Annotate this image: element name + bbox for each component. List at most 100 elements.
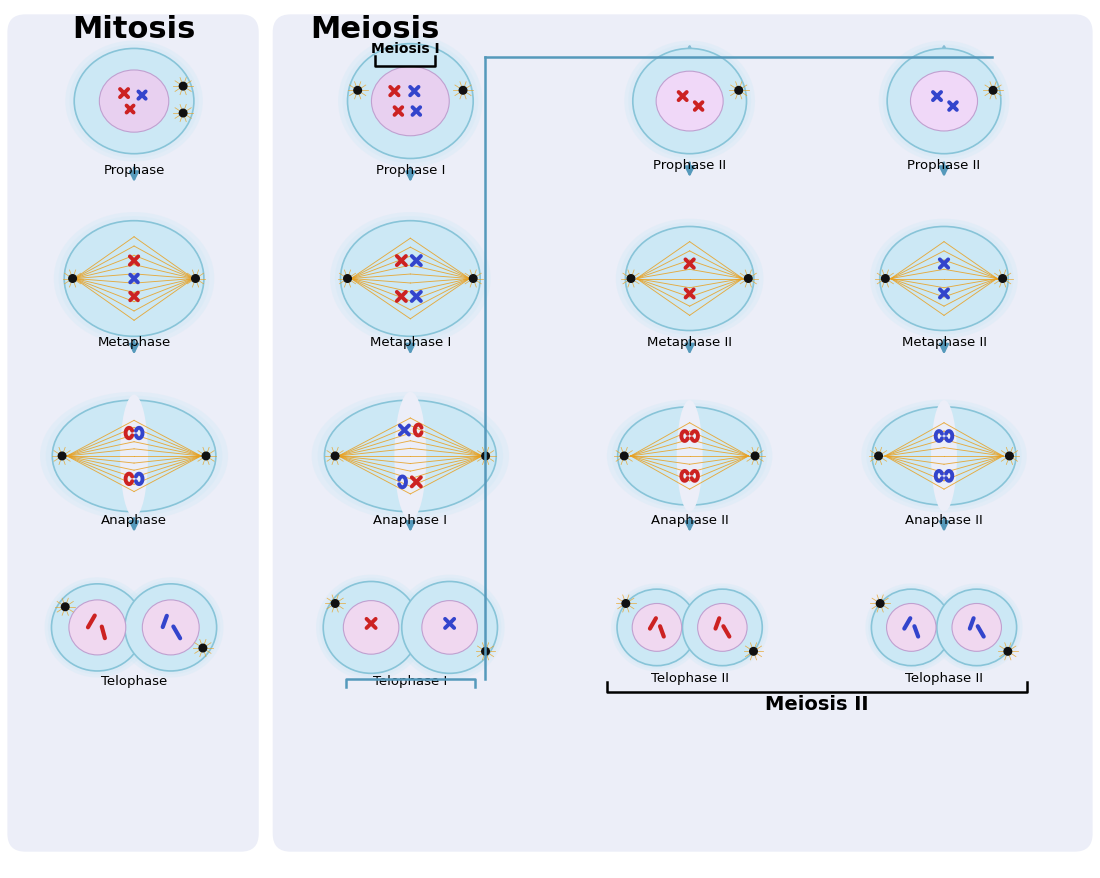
Ellipse shape <box>866 584 957 672</box>
Ellipse shape <box>45 578 150 678</box>
Ellipse shape <box>882 45 1005 159</box>
Ellipse shape <box>53 400 216 512</box>
Circle shape <box>62 603 69 611</box>
Ellipse shape <box>40 392 228 521</box>
Ellipse shape <box>867 403 1022 509</box>
Circle shape <box>331 600 339 608</box>
Circle shape <box>202 453 210 460</box>
Ellipse shape <box>874 223 1013 335</box>
Ellipse shape <box>697 604 747 651</box>
Ellipse shape <box>610 584 703 672</box>
Circle shape <box>191 276 199 283</box>
FancyBboxPatch shape <box>8 15 258 852</box>
Ellipse shape <box>861 400 1026 513</box>
Text: Metaphase II: Metaphase II <box>902 336 987 349</box>
Text: Meiosis: Meiosis <box>310 15 440 44</box>
Ellipse shape <box>872 407 1016 506</box>
Ellipse shape <box>937 589 1016 666</box>
Ellipse shape <box>614 587 700 669</box>
Circle shape <box>179 83 187 90</box>
Circle shape <box>343 276 351 283</box>
Ellipse shape <box>348 45 473 159</box>
Circle shape <box>69 276 76 283</box>
Circle shape <box>199 644 207 652</box>
Circle shape <box>751 453 759 460</box>
Circle shape <box>58 453 66 460</box>
Ellipse shape <box>125 584 217 671</box>
Ellipse shape <box>887 49 1001 155</box>
Ellipse shape <box>74 49 194 155</box>
Circle shape <box>179 110 187 118</box>
Text: Prophase I: Prophase I <box>376 163 446 176</box>
Ellipse shape <box>870 220 1018 339</box>
Circle shape <box>459 88 466 95</box>
Text: Metaphase I: Metaphase I <box>370 336 451 349</box>
Ellipse shape <box>343 601 399 654</box>
FancyBboxPatch shape <box>273 15 1092 852</box>
Ellipse shape <box>676 584 768 672</box>
Ellipse shape <box>421 601 477 654</box>
Circle shape <box>627 276 635 283</box>
Ellipse shape <box>338 36 483 168</box>
Ellipse shape <box>616 220 763 339</box>
Circle shape <box>745 276 752 283</box>
Ellipse shape <box>625 41 755 162</box>
Ellipse shape <box>618 407 761 506</box>
Ellipse shape <box>99 71 168 133</box>
Text: Anaphase: Anaphase <box>101 513 167 526</box>
Text: Telophase I: Telophase I <box>373 674 448 687</box>
Ellipse shape <box>676 400 703 512</box>
Circle shape <box>989 88 997 95</box>
Ellipse shape <box>334 217 486 342</box>
Ellipse shape <box>402 582 497 673</box>
Text: Metaphase II: Metaphase II <box>647 336 733 349</box>
Circle shape <box>482 453 490 460</box>
Ellipse shape <box>887 604 936 651</box>
Text: Prophase: Prophase <box>103 163 165 176</box>
Ellipse shape <box>319 578 422 677</box>
Ellipse shape <box>656 72 723 132</box>
Ellipse shape <box>620 223 759 335</box>
Circle shape <box>735 88 743 95</box>
Ellipse shape <box>69 601 125 655</box>
Ellipse shape <box>626 227 754 331</box>
Circle shape <box>874 453 882 460</box>
Circle shape <box>470 276 477 283</box>
Ellipse shape <box>395 392 427 521</box>
Ellipse shape <box>617 589 696 666</box>
Circle shape <box>620 453 628 460</box>
Ellipse shape <box>934 587 1020 669</box>
Ellipse shape <box>118 578 223 678</box>
Text: Telophase II: Telophase II <box>650 672 728 685</box>
Circle shape <box>331 453 339 460</box>
Ellipse shape <box>52 584 143 671</box>
Text: Prophase II: Prophase II <box>908 159 980 172</box>
Ellipse shape <box>632 49 747 155</box>
Ellipse shape <box>398 578 502 677</box>
Ellipse shape <box>142 601 199 655</box>
Ellipse shape <box>372 68 449 137</box>
Ellipse shape <box>880 227 1009 331</box>
Text: Metaphase: Metaphase <box>98 336 170 349</box>
Text: Mitosis: Mitosis <box>73 15 196 44</box>
Circle shape <box>877 600 884 608</box>
Circle shape <box>1005 453 1013 460</box>
Ellipse shape <box>911 72 978 132</box>
Text: Meiosis I: Meiosis I <box>371 42 440 56</box>
Ellipse shape <box>628 45 751 159</box>
Ellipse shape <box>931 400 957 512</box>
Ellipse shape <box>680 587 766 669</box>
Circle shape <box>482 648 490 655</box>
Ellipse shape <box>318 396 503 516</box>
Text: Anaphase II: Anaphase II <box>905 513 983 526</box>
Ellipse shape <box>395 575 505 680</box>
Circle shape <box>354 88 362 95</box>
Ellipse shape <box>868 587 955 669</box>
Ellipse shape <box>316 575 426 680</box>
Ellipse shape <box>632 604 682 651</box>
Ellipse shape <box>952 604 1001 651</box>
Circle shape <box>999 276 1007 283</box>
Ellipse shape <box>341 221 481 337</box>
Ellipse shape <box>607 400 772 513</box>
Ellipse shape <box>64 221 204 337</box>
